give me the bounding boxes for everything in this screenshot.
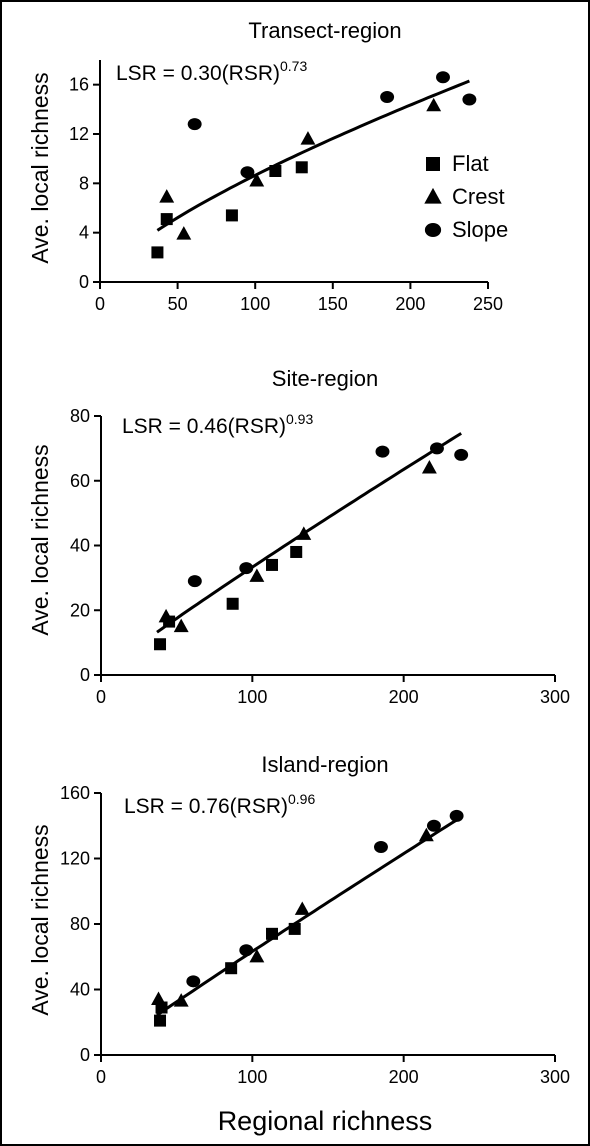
data-point-slope	[186, 975, 201, 988]
x-tick-label: 250	[473, 294, 503, 314]
data-point-flat	[226, 597, 239, 610]
y-tick-label: 120	[60, 849, 90, 869]
y-tick-label: 8	[79, 173, 89, 193]
data-point-flat	[295, 161, 308, 174]
data-point-crest	[176, 226, 192, 240]
data-point-slope	[375, 445, 390, 458]
x-tick-label: 200	[389, 1067, 419, 1087]
data-point-crest	[173, 993, 189, 1007]
x-axis-title: Regional richness	[218, 1106, 433, 1136]
y-tick-label: 0	[80, 665, 90, 685]
data-point-flat	[160, 213, 173, 226]
data-point-crest	[300, 131, 316, 145]
legend-label-slope: Slope	[452, 217, 508, 242]
data-point-flat	[154, 1014, 167, 1027]
data-point-flat	[266, 558, 279, 571]
data-point-crest	[249, 173, 265, 187]
y-tick-label: 20	[70, 600, 90, 620]
data-point-flat	[225, 962, 238, 975]
data-point-crest	[426, 97, 442, 112]
data-point-flat	[288, 922, 301, 935]
data-point-crest	[249, 568, 265, 582]
legend-label-crest: Crest	[452, 184, 505, 209]
data-point-slope	[449, 809, 464, 822]
y-axis-title: Ave. local richness	[27, 824, 53, 1015]
panel-title: Site-region	[272, 366, 378, 391]
data-point-slope	[240, 166, 255, 179]
data-point-flat	[266, 927, 279, 940]
y-tick-label: 40	[70, 980, 90, 1000]
data-point-slope	[454, 448, 469, 461]
panel-title: Transect-region	[248, 18, 401, 43]
data-point-slope	[436, 71, 450, 84]
legend: Flat Crest Slope	[424, 151, 508, 242]
panel-island-region: Island-region 0 100 200 300 0 40 80 120 160 Ave. l…	[27, 752, 570, 1087]
x-tick-label: 100	[240, 294, 270, 314]
x-tick-label: 50	[168, 294, 188, 314]
x-tick-label: 100	[237, 687, 267, 707]
x-tick-label: 150	[318, 294, 348, 314]
data-point-flat	[269, 165, 282, 177]
y-tick-label: 16	[69, 75, 89, 95]
fit-line	[156, 815, 463, 1017]
data-point-crest	[418, 827, 434, 842]
data-point-slope	[374, 841, 388, 854]
panel-transect-region: Transect-region 0 50 100 150 200 250 0 4 8 12 16 Ave…	[27, 18, 503, 314]
x-tick-label: 0	[96, 687, 106, 707]
y-tick-label: 40	[70, 536, 90, 556]
panel-title: Island-region	[261, 752, 388, 777]
legend-marker-flat	[426, 157, 440, 171]
legend-marker-slope	[424, 223, 442, 237]
data-point-crest	[296, 526, 312, 540]
x-tick-label: 0	[95, 294, 105, 314]
fit-equation: LSR = 0.76(RSR)0.96	[124, 791, 315, 818]
data-point-slope	[380, 91, 395, 103]
x-tick-label: 100	[237, 1067, 267, 1087]
data-point-flat	[290, 545, 303, 558]
y-tick-label: 0	[79, 272, 89, 292]
data-point-slope	[462, 93, 477, 106]
legend-marker-crest	[424, 187, 442, 204]
x-tick-label: 200	[389, 687, 419, 707]
fit-line	[156, 432, 462, 634]
data-point-slope	[239, 562, 254, 575]
data-point-crest	[151, 991, 166, 1005]
legend-label-flat: Flat	[452, 151, 489, 176]
y-tick-label: 80	[70, 914, 90, 934]
fit-equation: LSR = 0.30(RSR)0.73	[116, 58, 307, 85]
y-tick-label: 80	[70, 406, 90, 426]
y-tick-label: 4	[79, 223, 89, 243]
data-point-slope	[239, 944, 254, 957]
data-point-slope	[187, 118, 202, 131]
x-tick-label: 0	[96, 1067, 106, 1087]
data-point-slope	[430, 442, 444, 455]
data-point-crest	[421, 459, 437, 474]
y-tick-label: 12	[69, 124, 89, 144]
panel-site-region: Site-region 0 100 200 300 0 20 40 60 80 Ave. local…	[27, 366, 570, 707]
data-point-flat	[225, 209, 238, 222]
data-point-flat	[151, 246, 164, 259]
data-point-slope	[426, 819, 441, 832]
y-axis-title: Ave. local richness	[27, 72, 53, 263]
y-tick-label: 60	[70, 471, 90, 491]
data-point-crest	[173, 618, 189, 633]
y-axis-title: Ave. local richness	[27, 444, 53, 635]
x-tick-label: 200	[395, 294, 425, 314]
data-point-crest	[159, 189, 175, 203]
x-tick-label: 300	[540, 687, 570, 707]
fit-line	[156, 79, 470, 232]
data-point-slope	[187, 575, 202, 588]
data-point-crest	[294, 901, 310, 915]
x-tick-label: 300	[540, 1067, 570, 1087]
data-point-crest	[249, 948, 265, 963]
fit-equation: LSR = 0.46(RSR)0.93	[122, 411, 313, 438]
data-point-flat	[154, 638, 167, 651]
data-point-crest	[158, 608, 174, 623]
y-tick-label: 0	[80, 1045, 90, 1065]
y-tick-label: 160	[60, 783, 90, 803]
